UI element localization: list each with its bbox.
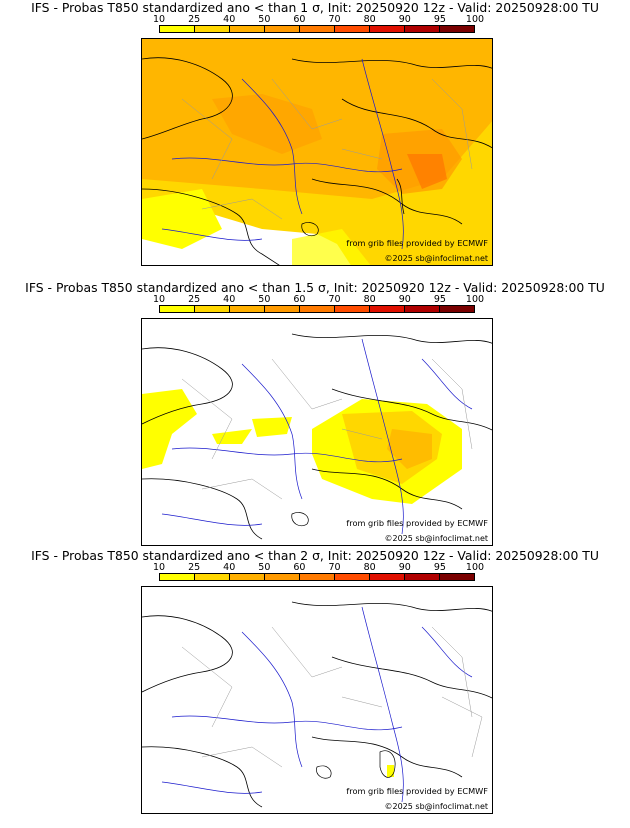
colorbar-tick-label: 100	[465, 294, 485, 305]
colorbar-tick-label: 80	[363, 294, 376, 305]
colorbar-swatch	[405, 306, 440, 312]
colorbar-labels: 10 25 40 50 60 70 80 90 95 100	[153, 294, 484, 306]
copyright-text: ©2025 sb@infoclimat.net	[384, 254, 489, 263]
colorbar-tick-label: 50	[258, 294, 271, 305]
map-frame: from grib files provided by ECMWF ©2025 …	[141, 586, 493, 814]
colorbar-swatch	[300, 26, 335, 32]
colorbar-swatch	[195, 306, 230, 312]
colorbar-tick-label: 80	[363, 14, 376, 25]
colorbar-tick-label: 10	[152, 294, 166, 305]
colorbar	[159, 305, 475, 313]
colorbar-tick-label: 95	[433, 14, 446, 25]
colorbar-labels: 10 25 40 50 60 70 80 90 95 100	[153, 14, 484, 26]
panel-title: IFS - Probas T850 standardized ano < tha…	[31, 0, 599, 15]
colorbar-swatch	[195, 574, 230, 580]
colorbar-tick-label: 10	[152, 14, 166, 25]
colorbar-tick-label: 60	[293, 14, 306, 25]
colorbar-swatch	[405, 574, 440, 580]
colorbar-swatch	[335, 26, 370, 32]
panel-title: IFS - Probas T850 standardized ano < tha…	[25, 280, 605, 295]
colorbar-tick-label: 70	[328, 14, 341, 25]
credit-text: from grib files provided by ECMWF	[346, 518, 488, 528]
colorbar-tick-label: 100	[465, 14, 485, 25]
colorbar-swatch	[160, 306, 195, 312]
colorbar-swatch	[335, 306, 370, 312]
colorbar-swatch	[440, 26, 474, 32]
colorbar-tick-label: 90	[398, 14, 411, 25]
colorbar-tick-label: 90	[398, 562, 411, 573]
map-frame: from grib files provided by ECMWF ©2025 …	[141, 318, 493, 546]
colorbar-swatch	[265, 26, 300, 32]
colorbar-swatch	[370, 26, 405, 32]
colorbar-tick-label: 95	[433, 294, 446, 305]
colorbar-tick-label: 25	[188, 294, 201, 305]
map-panel-2: IFS - Probas T850 standardized ano < tha…	[0, 280, 630, 550]
colorbar-swatch	[160, 574, 195, 580]
colorbar-tick-label: 10	[152, 562, 166, 573]
colorbar-tick-label: 95	[433, 562, 446, 573]
colorbar-swatch	[160, 26, 195, 32]
colorbar-tick-label: 80	[363, 562, 376, 573]
colorbar-tick-label: 90	[398, 294, 411, 305]
map-graphic	[142, 333, 492, 540]
colorbar	[159, 25, 475, 33]
map-graphic	[142, 601, 492, 808]
colorbar-tick-label: 70	[328, 294, 341, 305]
credit-text: from grib files provided by ECMWF	[346, 786, 488, 796]
colorbar-swatch	[195, 26, 230, 32]
colorbar-swatch	[265, 574, 300, 580]
colorbar-swatch	[370, 574, 405, 580]
colorbar-swatch	[300, 306, 335, 312]
colorbar-tick-label: 50	[258, 14, 271, 25]
colorbar-labels: 10 25 40 50 60 70 80 90 95 100	[153, 562, 484, 574]
colorbar	[159, 573, 475, 581]
colorbar-swatch	[265, 306, 300, 312]
colorbar-swatch	[405, 26, 440, 32]
colorbar-tick-label: 100	[465, 562, 485, 573]
colorbar-tick-label: 40	[223, 562, 236, 573]
colorbar-swatch	[230, 26, 265, 32]
copyright-text: ©2025 sb@infoclimat.net	[384, 802, 489, 811]
colorbar-tick-label: 50	[258, 562, 271, 573]
copyright-text: ©2025 sb@infoclimat.net	[384, 534, 489, 543]
colorbar-tick-label: 25	[188, 562, 201, 573]
credit-text: from grib files provided by ECMWF	[346, 238, 488, 248]
map-frame: from grib files provided by ECMWF ©2025 …	[141, 38, 493, 266]
map-panel-3: IFS - Probas T850 standardized ano < tha…	[0, 548, 630, 818]
colorbar-swatch	[370, 306, 405, 312]
map-graphic	[142, 39, 492, 265]
colorbar-tick-label: 40	[223, 294, 236, 305]
colorbar-tick-label: 70	[328, 562, 341, 573]
colorbar-tick-label: 25	[188, 14, 201, 25]
colorbar-swatch	[440, 306, 474, 312]
colorbar-swatch	[335, 574, 370, 580]
colorbar-swatch	[300, 574, 335, 580]
colorbar-swatch	[230, 306, 265, 312]
colorbar-swatch	[440, 574, 474, 580]
panel-title: IFS - Probas T850 standardized ano < tha…	[31, 548, 599, 563]
colorbar-tick-label: 60	[293, 562, 306, 573]
map-panel-1: IFS - Probas T850 standardized ano < tha…	[0, 0, 630, 270]
colorbar-tick-label: 40	[223, 14, 236, 25]
colorbar-swatch	[230, 574, 265, 580]
colorbar-tick-label: 60	[293, 294, 306, 305]
